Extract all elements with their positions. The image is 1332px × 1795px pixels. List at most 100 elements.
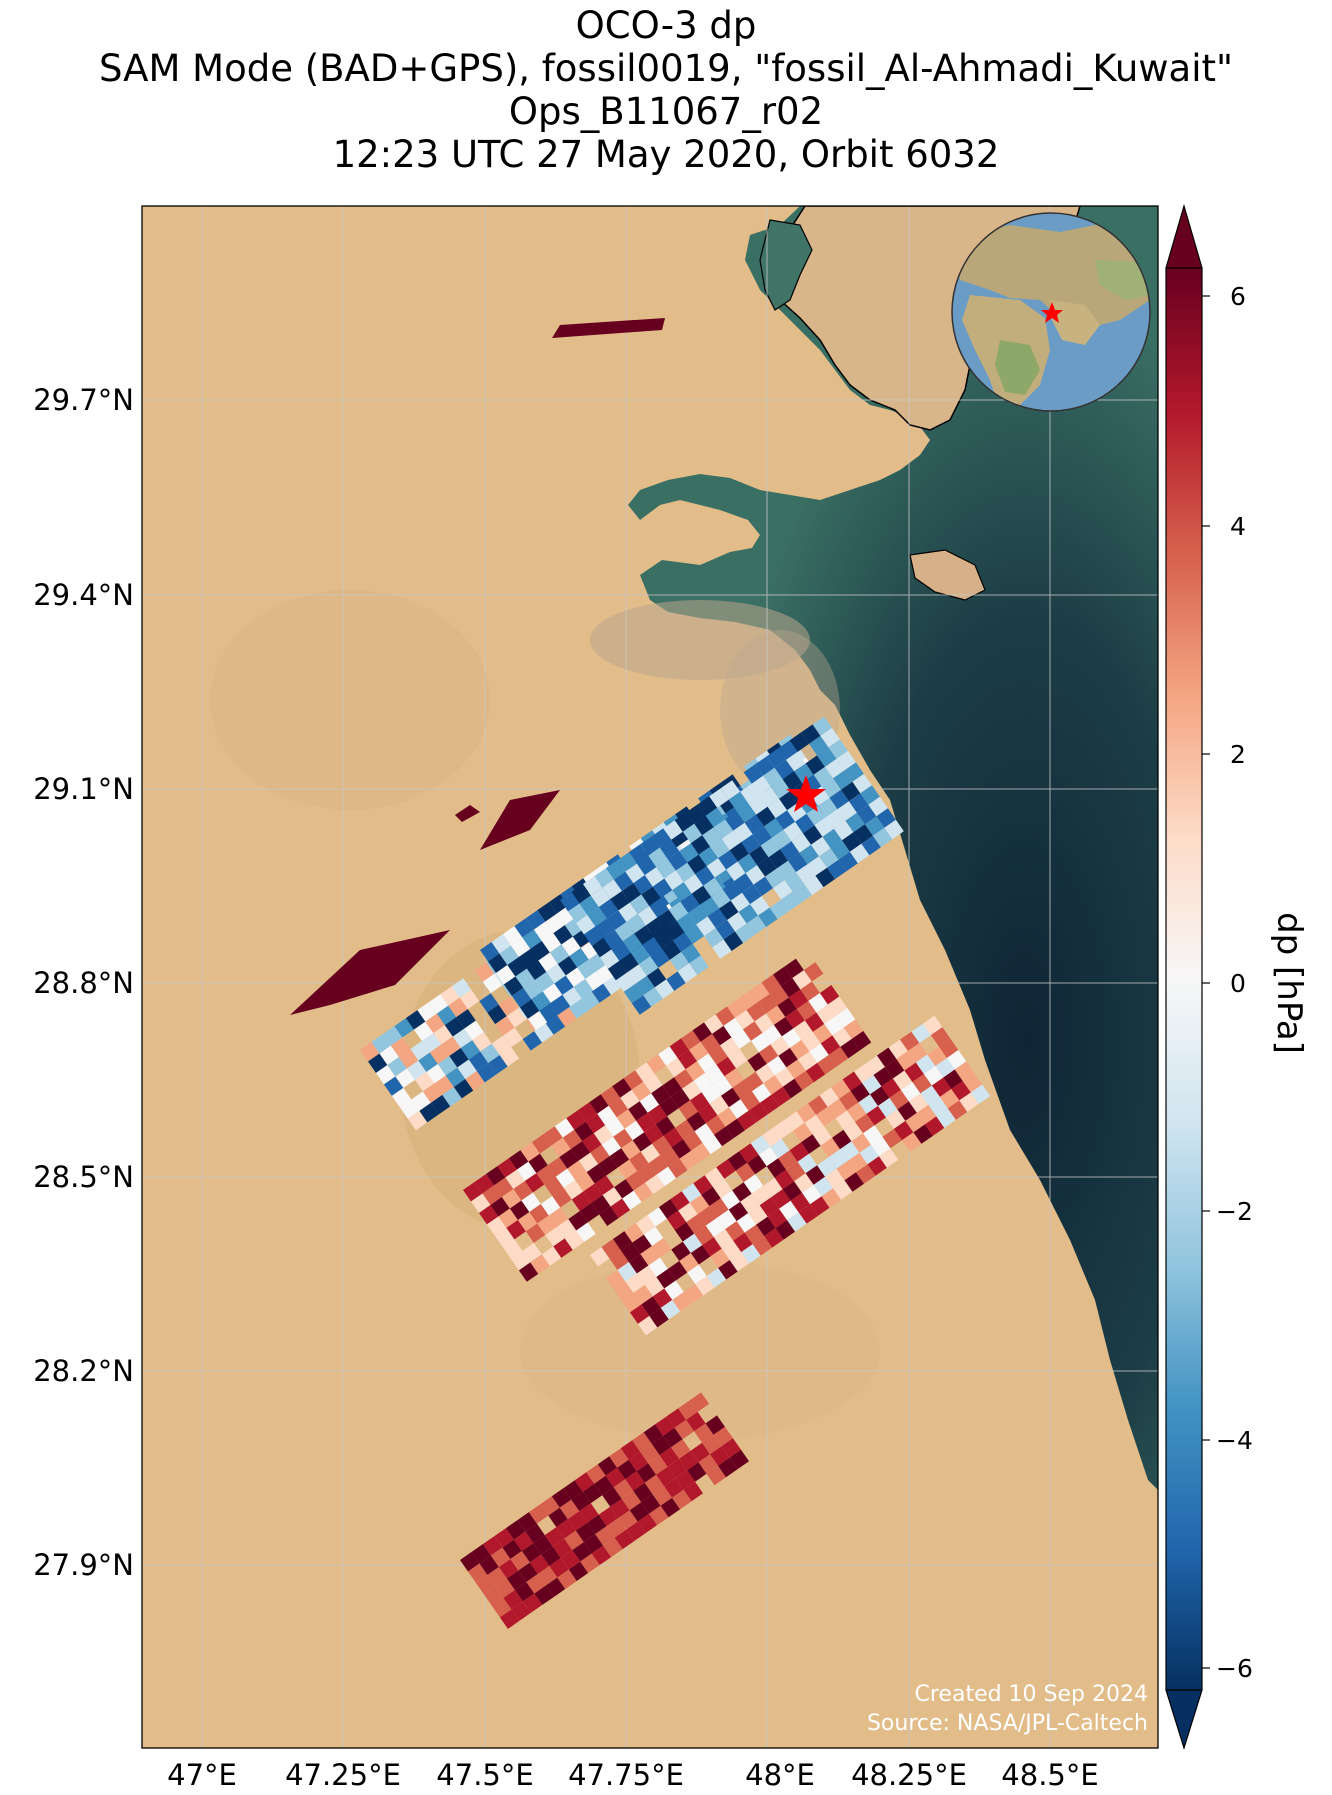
swath-cell bbox=[591, 1195, 611, 1215]
swath-cell bbox=[809, 1043, 829, 1063]
swath-cell bbox=[598, 899, 619, 919]
swath-cell bbox=[721, 1087, 741, 1108]
swath-cell bbox=[746, 915, 767, 935]
swath-cell bbox=[634, 925, 654, 945]
swath-cell bbox=[830, 840, 850, 860]
swath-cell bbox=[594, 1475, 614, 1496]
swath-cell bbox=[741, 1244, 761, 1264]
swath-cell bbox=[715, 1006, 735, 1026]
swath-cell bbox=[561, 936, 581, 956]
swath-cell bbox=[867, 1156, 887, 1176]
swath-cell bbox=[828, 739, 848, 759]
swath-cell bbox=[605, 860, 626, 880]
swath-cell bbox=[571, 1191, 592, 1211]
swath-cell bbox=[390, 1037, 411, 1057]
swath-cell bbox=[717, 1107, 737, 1127]
title-line-2: SAM Mode (BAD+GPS), fossil0019, "fossil_… bbox=[98, 47, 1234, 90]
swath-cell bbox=[571, 884, 591, 904]
swath-cell bbox=[657, 909, 677, 929]
swath-cell bbox=[722, 881, 743, 901]
swath-cell bbox=[606, 1518, 627, 1538]
swath-cell bbox=[783, 821, 803, 842]
swath-cell bbox=[832, 1027, 852, 1047]
swath-cell bbox=[430, 1094, 451, 1115]
swath-cell bbox=[743, 1174, 764, 1194]
swath-cell bbox=[702, 1434, 722, 1455]
swath-cell bbox=[411, 1091, 431, 1111]
swath-cell bbox=[635, 975, 655, 996]
swath-cell bbox=[842, 832, 862, 852]
swath-cell bbox=[717, 1209, 737, 1230]
swath-cell bbox=[486, 1216, 507, 1236]
swath-cell bbox=[861, 835, 881, 856]
swath-cell bbox=[491, 1597, 512, 1618]
swath-cell bbox=[897, 1101, 917, 1121]
swath-cell bbox=[962, 1073, 983, 1093]
swath-fragment bbox=[455, 805, 480, 822]
swath-cell bbox=[514, 918, 534, 938]
swath-cell bbox=[610, 1198, 631, 1218]
swath-cell bbox=[651, 1435, 672, 1456]
swath-cell bbox=[701, 1186, 721, 1207]
swath-cell bbox=[480, 1043, 500, 1063]
swath-cell bbox=[607, 960, 628, 981]
swath-cell bbox=[448, 997, 468, 1018]
swath-cell bbox=[557, 1569, 577, 1589]
swath-cell bbox=[677, 963, 698, 983]
swath-cell bbox=[563, 1180, 584, 1200]
swath-cell bbox=[641, 886, 661, 906]
swath-cell bbox=[628, 1101, 648, 1121]
lon-tick: 48°E bbox=[745, 1758, 815, 1792]
swath-cell bbox=[694, 815, 714, 836]
swath-cell bbox=[766, 748, 787, 768]
swath-cell bbox=[625, 1471, 645, 1491]
swath-cell bbox=[821, 778, 841, 798]
swath-cell bbox=[418, 1052, 438, 1072]
swath-cell bbox=[754, 1013, 774, 1033]
swath-cell bbox=[804, 875, 824, 896]
swath-cell bbox=[495, 1016, 515, 1036]
swath-cell bbox=[705, 807, 726, 828]
swath-cell bbox=[731, 1029, 751, 1049]
swath-cell bbox=[704, 928, 724, 948]
swath-cell bbox=[839, 1090, 859, 1111]
swath-cell bbox=[675, 1119, 695, 1140]
swath-cell bbox=[856, 804, 877, 825]
swath-cell bbox=[681, 1030, 701, 1050]
swath-cell bbox=[715, 920, 736, 940]
swath-cell bbox=[868, 796, 888, 817]
swath-cell bbox=[460, 1040, 481, 1060]
swath-cell bbox=[636, 855, 657, 876]
swath-cell bbox=[882, 1128, 902, 1149]
swath-cell bbox=[908, 1093, 929, 1113]
swath-cell bbox=[705, 1064, 725, 1085]
swath-cell bbox=[938, 1038, 959, 1058]
swath-cell bbox=[569, 948, 589, 968]
swath-cell bbox=[840, 1038, 860, 1059]
swath-cell bbox=[579, 895, 599, 915]
swath-cell bbox=[759, 787, 780, 807]
swath-cell bbox=[678, 1202, 698, 1223]
swath-cell bbox=[794, 763, 814, 783]
swath-cell bbox=[728, 1048, 748, 1069]
swath-cell bbox=[812, 716, 832, 736]
swath-cell bbox=[736, 803, 757, 823]
swath-cell bbox=[943, 1069, 963, 1089]
swath-cell bbox=[702, 1134, 722, 1155]
swath-cell bbox=[686, 1411, 706, 1432]
swath-cell bbox=[741, 834, 761, 854]
swath-cell bbox=[499, 945, 519, 965]
swath-cell bbox=[557, 956, 578, 976]
swath-cell bbox=[510, 1250, 531, 1271]
swath-cell bbox=[734, 873, 754, 893]
swath-cell bbox=[493, 1177, 514, 1197]
colorbar-tick: −2 bbox=[1216, 1197, 1253, 1226]
swath-cell bbox=[460, 1552, 480, 1572]
swath-cell bbox=[828, 1046, 849, 1067]
swath-cell bbox=[820, 1137, 840, 1158]
swath-cell bbox=[893, 1120, 914, 1141]
swath-cell bbox=[419, 1102, 439, 1123]
swath-cell bbox=[472, 1032, 492, 1052]
swath-cell bbox=[544, 1176, 564, 1196]
